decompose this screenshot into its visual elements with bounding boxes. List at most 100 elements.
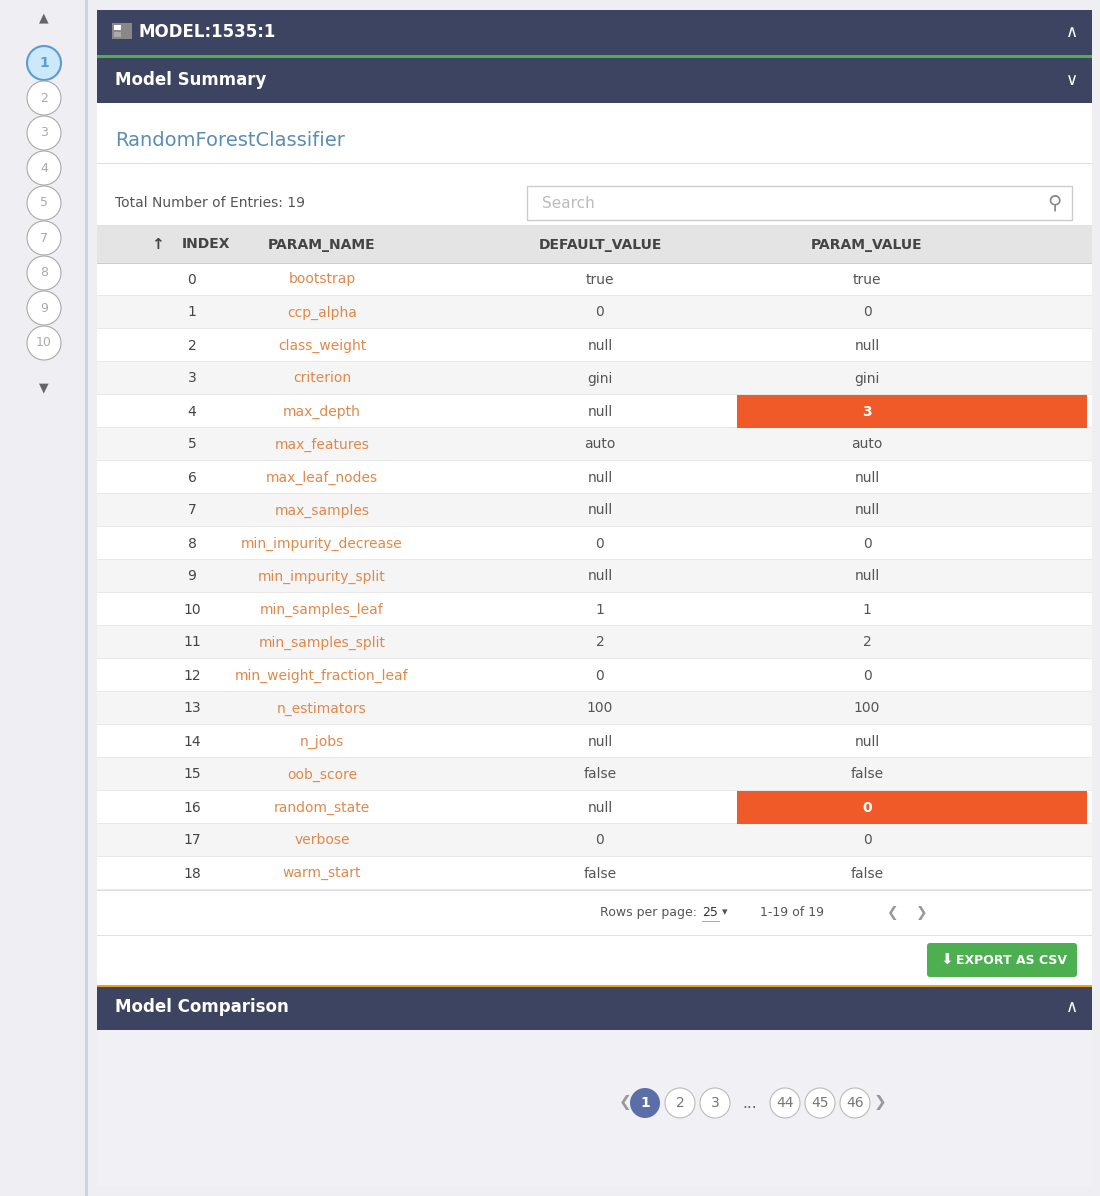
- Circle shape: [28, 256, 60, 289]
- Text: 17: 17: [184, 834, 201, 848]
- Text: random_state: random_state: [274, 800, 370, 814]
- Text: true: true: [852, 273, 881, 287]
- Text: 4: 4: [188, 404, 197, 419]
- Text: ↑: ↑: [151, 237, 164, 252]
- Circle shape: [28, 116, 60, 150]
- Bar: [737, 395, 1087, 428]
- Text: 15: 15: [184, 768, 201, 781]
- Bar: [97, 890, 1092, 935]
- Text: Total Number of Entries: 19: Total Number of Entries: 19: [116, 196, 305, 210]
- Bar: [97, 460, 1092, 494]
- Text: false: false: [850, 866, 883, 880]
- Text: Rows per page:: Rows per page:: [600, 907, 697, 919]
- Text: Model Comparison: Model Comparison: [116, 999, 288, 1017]
- Circle shape: [630, 1088, 660, 1118]
- Text: ⬇: ⬇: [940, 952, 954, 968]
- Text: 2: 2: [40, 92, 48, 104]
- Bar: [97, 858, 1092, 890]
- Text: ❯: ❯: [873, 1096, 887, 1111]
- Text: auto: auto: [584, 438, 616, 452]
- Bar: [97, 57, 1092, 103]
- Text: gini: gini: [855, 372, 880, 385]
- Text: min_samples_split: min_samples_split: [258, 635, 385, 649]
- Text: n_jobs: n_jobs: [300, 734, 344, 749]
- Text: ❯: ❯: [916, 905, 927, 920]
- Text: 1: 1: [595, 603, 604, 616]
- Text: 44: 44: [777, 1096, 794, 1110]
- Bar: [97, 295, 1092, 329]
- Text: ▾: ▾: [723, 908, 728, 917]
- Text: 0: 0: [862, 834, 871, 848]
- Text: auto: auto: [851, 438, 882, 452]
- Text: 1: 1: [862, 603, 871, 616]
- Text: MODEL:1535:1: MODEL:1535:1: [139, 23, 276, 41]
- Text: 0: 0: [862, 669, 871, 683]
- Text: 45: 45: [812, 1096, 828, 1110]
- Text: min_samples_leaf: min_samples_leaf: [260, 603, 384, 617]
- Text: 5: 5: [40, 196, 48, 209]
- Text: INDEX: INDEX: [182, 238, 231, 251]
- Text: min_weight_fraction_leaf: min_weight_fraction_leaf: [235, 669, 409, 683]
- Text: null: null: [855, 569, 880, 584]
- Bar: [97, 494, 1092, 527]
- Bar: [97, 395, 1092, 428]
- Bar: [97, 329, 1092, 362]
- Text: 100: 100: [586, 702, 613, 715]
- Bar: [97, 725, 1092, 758]
- Text: null: null: [587, 504, 613, 518]
- Text: 0: 0: [595, 305, 604, 319]
- Text: 0: 0: [595, 537, 604, 550]
- Text: 3: 3: [711, 1096, 719, 1110]
- Text: 14: 14: [184, 734, 201, 749]
- Text: 0: 0: [862, 537, 871, 550]
- Bar: [737, 791, 1087, 824]
- Circle shape: [28, 81, 60, 115]
- Bar: [97, 791, 1092, 824]
- Text: 46: 46: [846, 1096, 864, 1110]
- Circle shape: [28, 291, 60, 325]
- Text: PARAM_VALUE: PARAM_VALUE: [811, 238, 923, 251]
- Text: 2: 2: [595, 635, 604, 649]
- Text: 1: 1: [40, 56, 48, 71]
- Bar: [97, 527, 1092, 560]
- Bar: [97, 593, 1092, 626]
- FancyBboxPatch shape: [927, 942, 1077, 977]
- Text: warm_start: warm_start: [283, 866, 361, 880]
- Text: Model Summary: Model Summary: [116, 71, 266, 89]
- Text: 11: 11: [183, 635, 201, 649]
- Text: null: null: [587, 800, 613, 814]
- Bar: [97, 428, 1092, 460]
- Circle shape: [28, 45, 60, 80]
- Text: 0: 0: [595, 834, 604, 848]
- Text: class_weight: class_weight: [278, 338, 366, 353]
- Text: 1: 1: [640, 1096, 650, 1110]
- Text: min_impurity_split: min_impurity_split: [258, 569, 386, 584]
- Text: gini: gini: [587, 372, 613, 385]
- Circle shape: [840, 1088, 870, 1118]
- Text: 16: 16: [183, 800, 201, 814]
- Bar: [97, 824, 1092, 858]
- Text: 13: 13: [184, 702, 201, 715]
- Text: DEFAULT_VALUE: DEFAULT_VALUE: [538, 238, 662, 251]
- Text: Search: Search: [542, 195, 595, 210]
- Bar: [85, 0, 88, 1196]
- Bar: [114, 32, 121, 37]
- Text: ⚲: ⚲: [1047, 194, 1062, 213]
- Text: null: null: [587, 734, 613, 749]
- Text: true: true: [585, 273, 614, 287]
- Text: 18: 18: [183, 866, 201, 880]
- Text: 0: 0: [862, 305, 871, 319]
- Bar: [97, 986, 1092, 987]
- Text: 2: 2: [188, 338, 197, 353]
- Text: 1-19 of 19: 1-19 of 19: [760, 907, 824, 919]
- Bar: [97, 626, 1092, 659]
- Text: null: null: [587, 569, 613, 584]
- Text: 1: 1: [188, 305, 197, 319]
- Bar: [97, 692, 1092, 725]
- Text: 25: 25: [702, 907, 718, 919]
- Text: null: null: [855, 734, 880, 749]
- Circle shape: [28, 151, 60, 185]
- Text: ❮: ❮: [887, 905, 898, 920]
- Text: max_features: max_features: [275, 438, 370, 452]
- Text: ▲: ▲: [40, 12, 48, 24]
